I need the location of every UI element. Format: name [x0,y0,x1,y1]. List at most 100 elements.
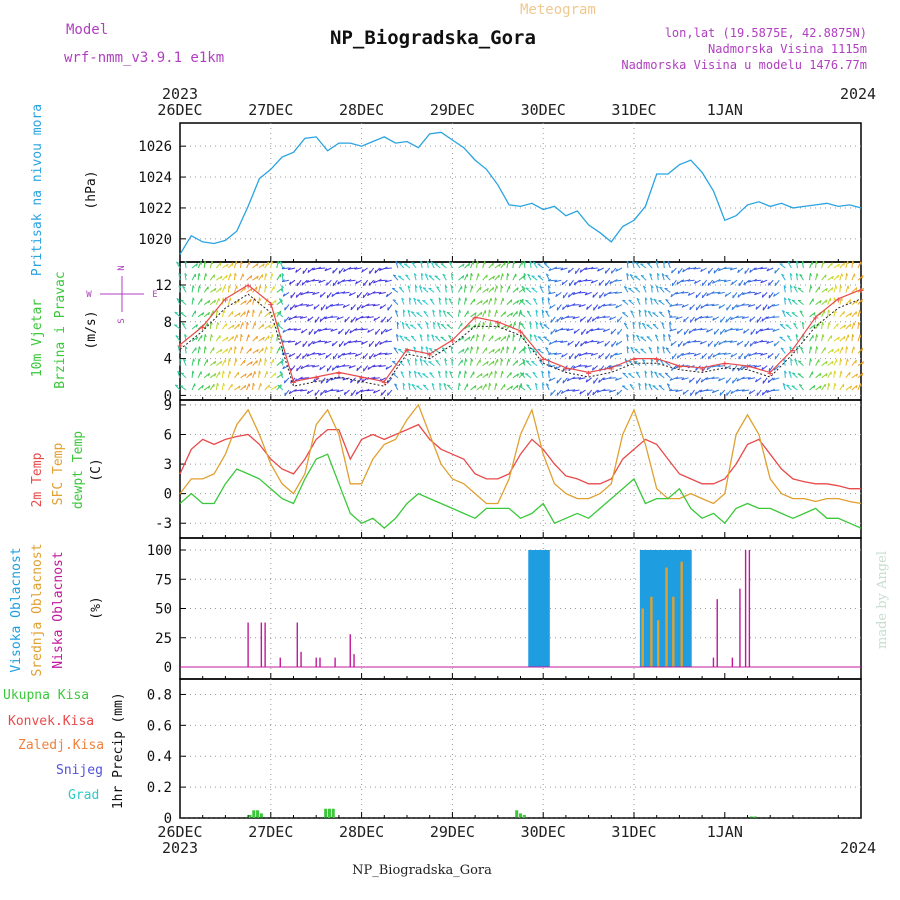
wind-arrow [712,316,719,321]
wind-arrow [408,370,411,378]
wind-arrow-head [288,281,292,285]
wind-arrow [597,267,604,272]
wind-arrow [545,273,550,281]
wind-arrow [742,316,750,320]
wind-arrow [797,299,804,305]
wind-arrow-head [815,260,818,264]
wind-arrow-head [287,267,291,271]
wind-arrow-head [584,278,588,282]
wind-arrow-head [780,323,784,326]
wind-arrow-head [360,389,364,392]
wind-arrow-head [717,291,721,295]
wind-arrow-head [295,269,298,273]
precip-bar [248,814,252,818]
wind-arrow-head [781,273,785,277]
wind-arrow [411,384,417,391]
wind-arrow-head [176,297,180,301]
wind-arrow-head [834,382,837,387]
wind-arrow [532,261,538,269]
visoka-oblacnost-bar [682,550,686,667]
wind-arrow [634,287,641,293]
wind-arrow [395,334,399,342]
wind-arrow-head [379,341,382,345]
wind-arrow-head [687,292,691,296]
wind-arrow-head [661,273,665,276]
wind-arrow [591,279,598,284]
wind-arrow [330,377,338,381]
wind-arrow-head [847,285,850,289]
y-tick-label: 0 [164,388,172,404]
wind-arrow [630,346,635,354]
wind-arrow-head [465,297,468,301]
wind-arrow-head [669,328,673,332]
wind-arrow-head [183,358,187,362]
wind-arrow-head [414,273,417,276]
wind-arrow [584,352,592,355]
wind-arrow [590,340,598,343]
wind-arrow [718,304,726,309]
wind-arrow-head [244,311,246,315]
wind-arrow-head [706,329,709,333]
wind-arrow-head [178,272,182,276]
wind-arrow-head [640,274,645,277]
wind-arrow [494,297,496,305]
wind-arrow [506,372,512,379]
wind-arrow-head [415,285,418,289]
wind-arrow-head [182,285,186,289]
wind-arrow [646,336,653,342]
wind-arrow [767,304,774,310]
wind-arrow-head [178,358,182,362]
wind-arrow-head [343,342,346,346]
wind-arrow-head [584,351,588,355]
wind-arrow-head [760,352,763,356]
wind-arrow-head [462,263,465,267]
wind-arrow-head [847,261,849,265]
wind-arrow [821,299,828,305]
wind-arrow [730,267,738,271]
wind-arrow [306,352,314,357]
wind-arrow [357,377,363,384]
wind-arrow [809,285,812,293]
wind-arrow [414,285,417,293]
wind-arrow-head [719,331,722,335]
wind-arrow-head [843,311,845,315]
wind-arrow [809,334,814,342]
wind-arrow [689,304,695,311]
wind-arrow [690,389,695,397]
wind-arrow [617,316,623,323]
wind-arrow [579,389,586,395]
model-altitude-label: Nadmorska Visina u modelu 1476.77m [621,58,867,72]
wind-arrow [482,334,485,342]
wind-arrow [180,385,187,391]
wind-arrow-head [548,267,552,271]
wind-arrow [568,267,574,274]
wind-arrow [634,348,641,354]
wind-arrow [857,372,864,379]
wind-arrow [312,279,320,282]
wind-arrow [209,334,212,342]
wind-arrow-head [343,268,346,272]
wind-arrow [360,316,368,319]
wind-arrow [851,287,858,293]
visoka-oblacnost-bar [685,550,689,667]
wind-arrow [356,304,362,311]
wind-arrow [556,316,562,323]
wind-arrow [741,304,750,306]
wind-arrow [191,273,196,281]
wind-arrow-head [306,279,309,283]
wind-arrow-head [861,372,864,376]
wind-arrow-head [566,378,570,382]
y-tick-label: -3 [155,516,172,532]
wind-arrow-head [810,346,813,350]
wind-arrow [711,377,719,380]
wind-arrow [294,328,302,331]
niska-oblacnost-bar [264,622,266,667]
wind-arrow [774,279,780,287]
wind-arrow [621,385,629,391]
wind-arrow-head [449,370,453,374]
wind-arrow [821,347,826,354]
wind-arrow [457,309,460,317]
top-day-label: 29DEC [430,101,475,119]
wind-arrow-head [644,382,648,386]
wind-arrow [666,383,671,391]
